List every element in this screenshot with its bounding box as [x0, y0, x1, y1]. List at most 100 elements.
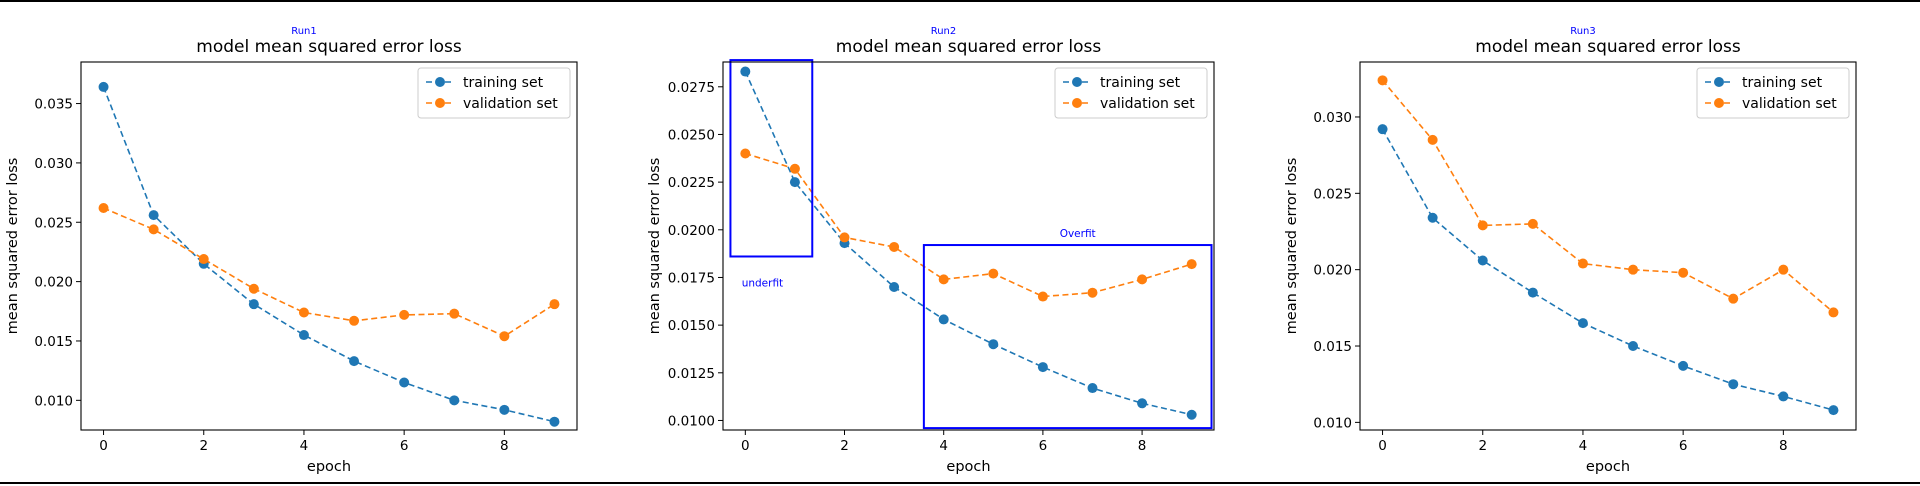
- data-point-training: [1527, 287, 1538, 298]
- data-point-training: [1828, 405, 1839, 416]
- run-label: Run1: [291, 26, 317, 37]
- data-point-validation: [1577, 258, 1588, 269]
- data-point-training: [1577, 318, 1588, 329]
- y-axis-label: mean squared error loss: [1284, 158, 1300, 335]
- y-tick-label: 0.010: [34, 393, 73, 409]
- data-point-validation: [1186, 259, 1197, 270]
- data-point-training: [399, 377, 410, 388]
- x-tick-label: 4: [300, 438, 309, 454]
- series-line-validation: [745, 152, 1192, 298]
- x-tick-label: 8: [1138, 438, 1147, 454]
- series-line-validation: [103, 207, 555, 338]
- legend-box: [1054, 67, 1208, 119]
- series-line-training: [1381, 128, 1834, 411]
- plot-area-frame: [80, 61, 578, 431]
- data-point-training: [298, 330, 309, 341]
- y-tick-label: 0.010: [1313, 415, 1352, 431]
- data-point-validation: [1728, 293, 1739, 304]
- y-tick-label: 0.020: [34, 275, 73, 291]
- data-point-training: [1377, 124, 1388, 135]
- y-axis-label: mean squared error loss: [647, 158, 663, 335]
- legend-box: [1696, 67, 1850, 119]
- x-tick-label: 0: [99, 438, 108, 454]
- series-line-training: [102, 86, 555, 423]
- legend-box: [417, 67, 571, 119]
- y-tick-label: 0.025: [1313, 186, 1352, 202]
- legend-marker-training: [1072, 77, 1082, 87]
- y-tick-label: 0.030: [1313, 110, 1352, 126]
- x-tick-label: 6: [1679, 438, 1688, 454]
- data-point-validation: [499, 331, 510, 342]
- data-point-training: [1477, 255, 1488, 266]
- x-tick-label: 4: [1579, 438, 1588, 454]
- legend: training set validation set: [1054, 67, 1208, 119]
- y-tick-label: 0.0150: [668, 318, 715, 334]
- x-tick-label: 0: [1378, 438, 1387, 454]
- data-point-validation: [938, 274, 949, 285]
- data-point-validation: [449, 308, 460, 319]
- x-tick-label: 8: [1779, 438, 1788, 454]
- y-tick-label: 0.0250: [668, 127, 715, 143]
- data-point-validation: [298, 307, 309, 318]
- legend-label-training: training set: [1100, 75, 1181, 91]
- legend-marker-validation: [435, 98, 445, 108]
- data-point-validation: [1427, 134, 1438, 145]
- chart-title: model mean squared error loss: [196, 37, 462, 57]
- legend-label-validation: validation set: [1742, 96, 1837, 112]
- data-point-validation: [1778, 264, 1789, 275]
- data-point-training: [148, 210, 159, 221]
- y-tick-label: 0.020: [1313, 263, 1352, 279]
- data-point-training: [938, 314, 949, 325]
- y-tick-label: 0.015: [34, 334, 73, 350]
- data-point-validation: [1137, 274, 1148, 285]
- x-axis-label: epoch: [1586, 459, 1630, 475]
- x-tick-label: 0: [741, 438, 750, 454]
- data-point-validation: [839, 232, 850, 243]
- annotation-label-overfit: Overfit: [1060, 228, 1096, 240]
- legend: training set validation set: [1696, 67, 1850, 119]
- data-point-validation: [889, 241, 900, 252]
- data-point-training: [988, 339, 999, 350]
- legend-marker-training: [1714, 77, 1724, 87]
- chart-title: model mean squared error loss: [1475, 37, 1741, 57]
- series-line-training: [744, 71, 1192, 416]
- data-point-training: [1728, 379, 1739, 390]
- x-axis-label: epoch: [307, 459, 351, 475]
- y-tick-label: 0.030: [34, 156, 73, 172]
- data-point-validation: [399, 309, 410, 320]
- legend-marker-validation: [1714, 98, 1724, 108]
- x-tick-label: 2: [1478, 438, 1487, 454]
- data-point-training: [1037, 362, 1048, 373]
- x-axis-label: epoch: [946, 459, 990, 475]
- legend-label-validation: validation set: [1100, 96, 1195, 112]
- y-tick-label: 0.035: [34, 97, 73, 113]
- data-point-training: [98, 81, 109, 92]
- data-point-validation: [198, 254, 209, 265]
- data-point-training: [1186, 409, 1197, 420]
- data-point-training: [1087, 383, 1098, 394]
- y-tick-label: 0.025: [34, 215, 73, 231]
- data-point-validation: [789, 163, 800, 174]
- legend-label-training: training set: [1742, 75, 1823, 91]
- data-point-training: [1427, 212, 1438, 223]
- data-point-training: [1778, 391, 1789, 402]
- y-tick-label: 0.0275: [668, 80, 715, 96]
- x-tick-label: 6: [1039, 438, 1048, 454]
- run-label: Run2: [931, 26, 957, 37]
- data-point-training: [449, 395, 460, 406]
- x-tick-label: 2: [199, 438, 208, 454]
- data-point-training: [549, 416, 560, 427]
- data-point-validation: [1628, 264, 1639, 275]
- data-point-validation: [1087, 287, 1098, 298]
- data-point-training: [1137, 398, 1148, 409]
- legend-label-validation: validation set: [463, 96, 558, 112]
- data-point-training: [889, 281, 900, 292]
- data-point-training: [499, 404, 510, 415]
- data-point-validation: [148, 224, 159, 235]
- x-tick-label: 6: [400, 438, 409, 454]
- legend-marker-training: [435, 77, 445, 87]
- data-point-training: [349, 356, 360, 367]
